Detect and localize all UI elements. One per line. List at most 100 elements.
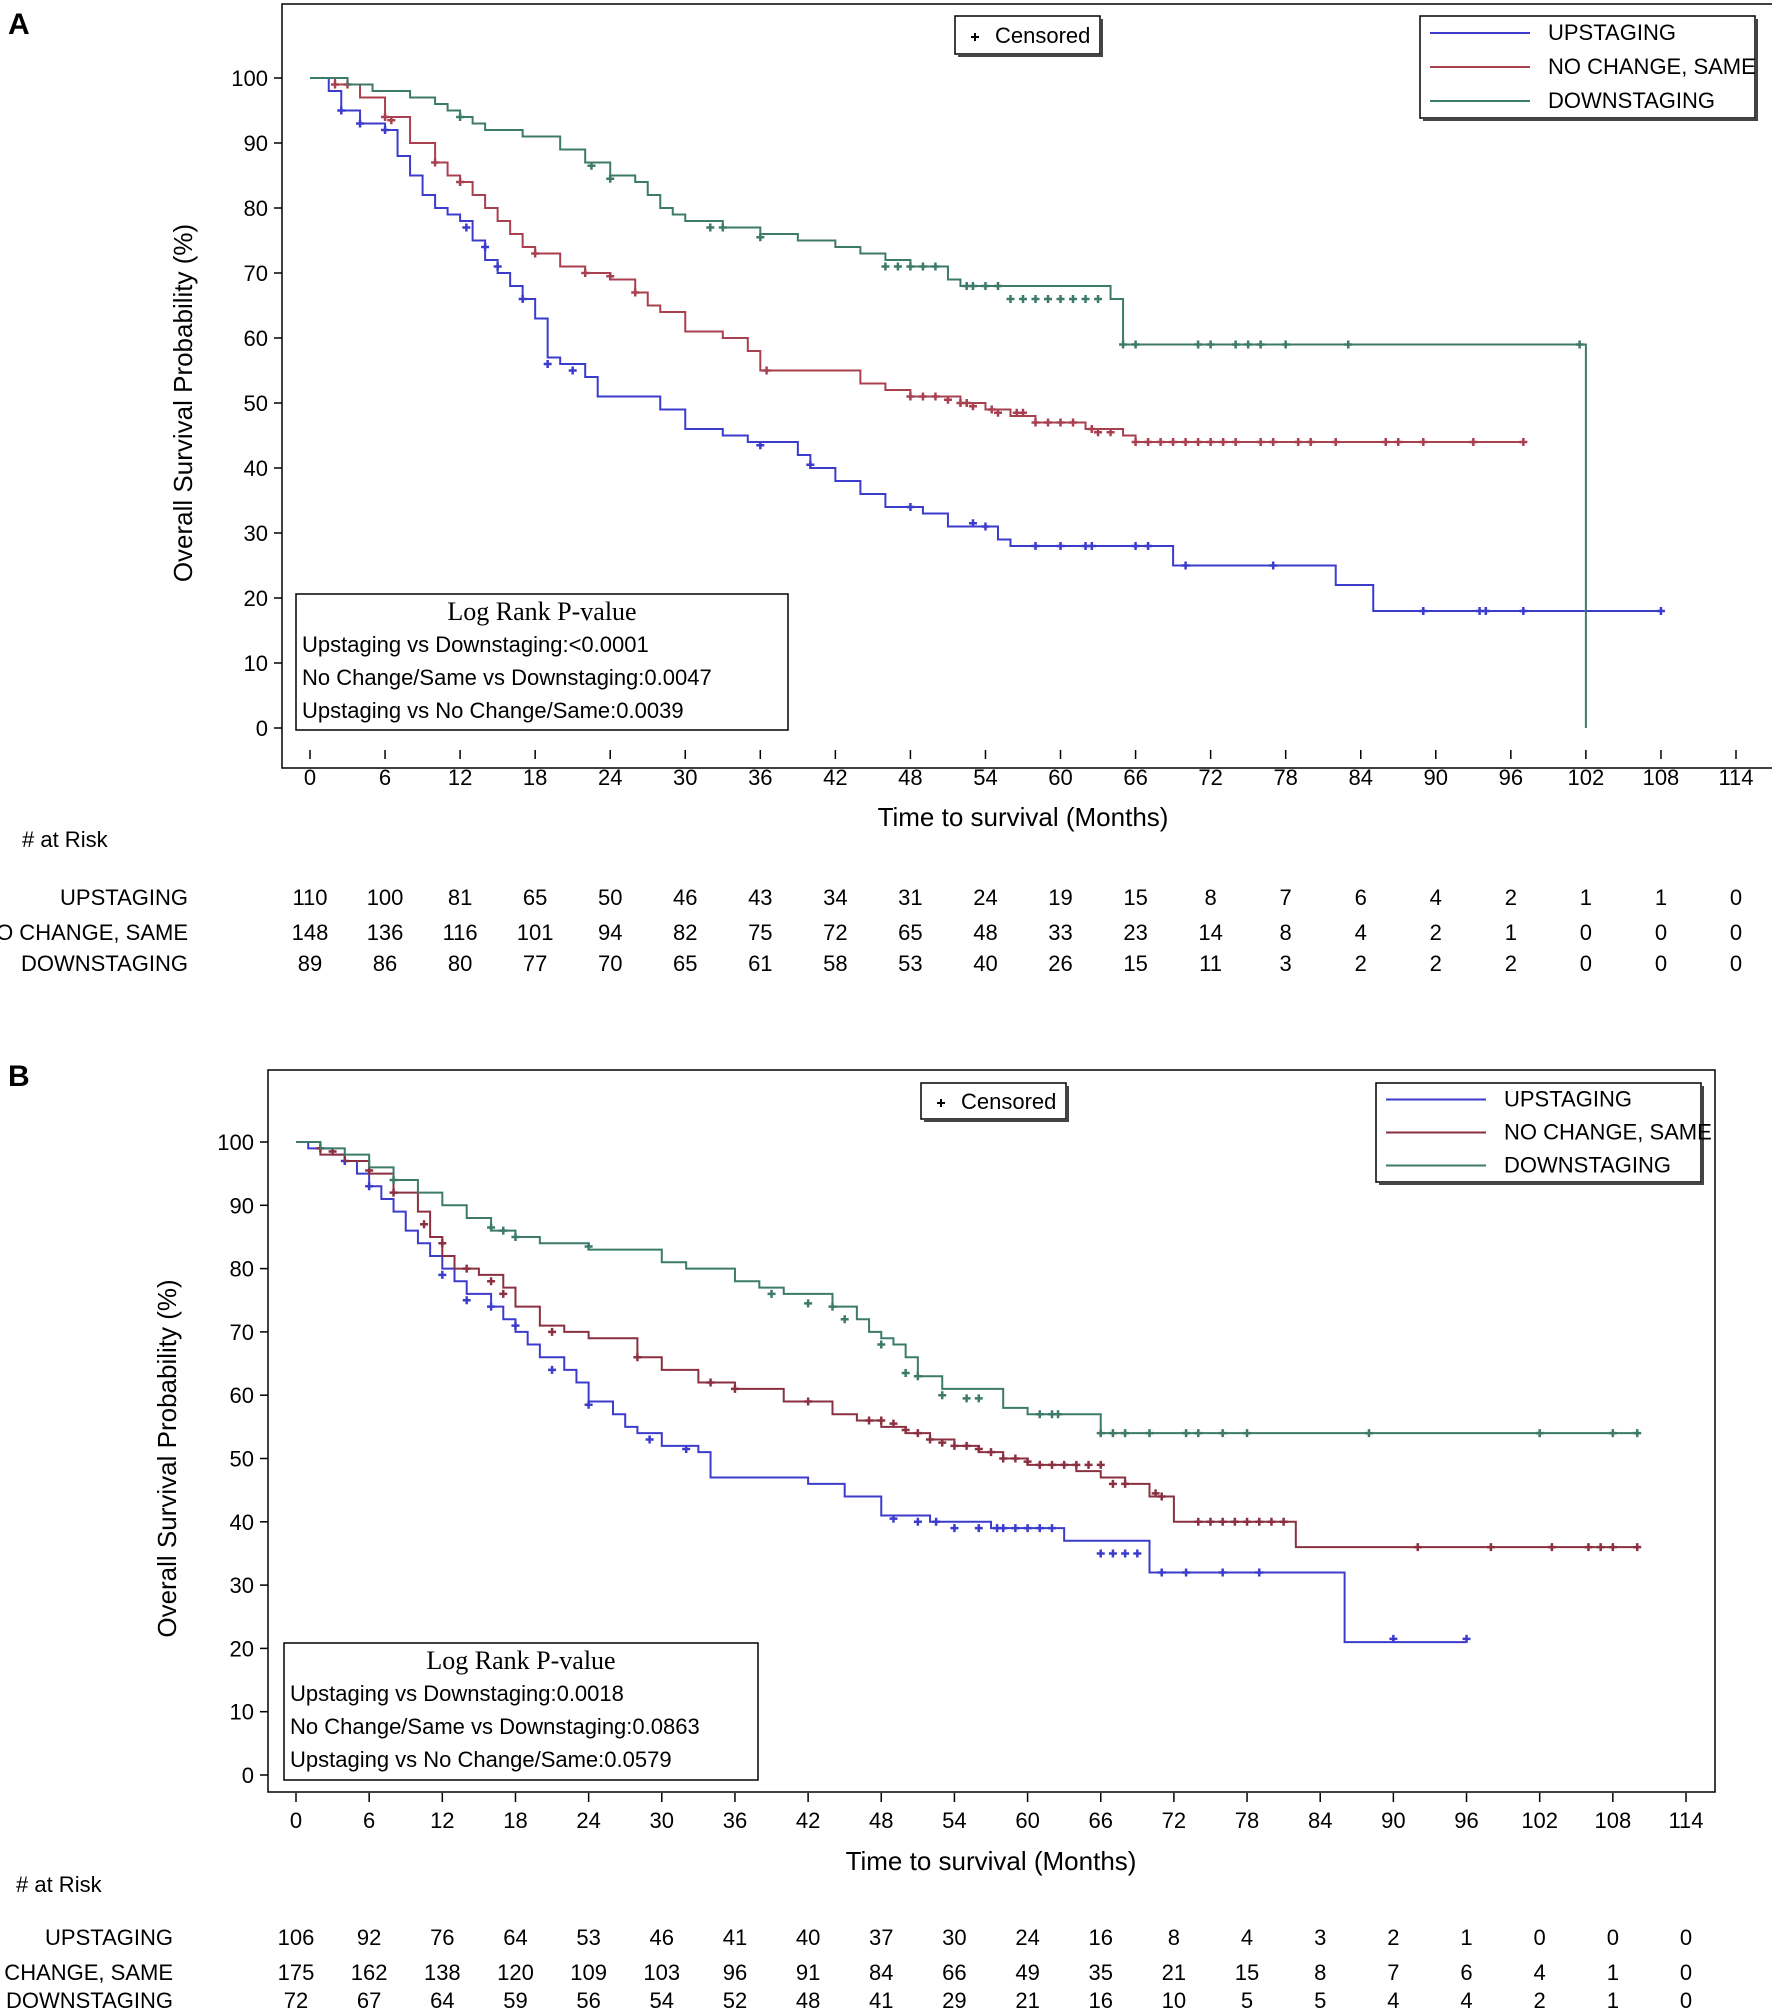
censor-mark [381,113,390,121]
censor-mark [1096,1549,1105,1558]
at-risk-value: 8 [1205,885,1217,910]
censor-mark [1608,1429,1617,1438]
censor-mark [1596,1543,1605,1552]
censor-mark [1206,1517,1215,1526]
censor-mark [1087,425,1096,433]
series-no-change-same [296,1141,1642,1552]
censor-mark [631,288,640,297]
censor-mark [1182,1568,1191,1577]
at-risk-value: 0 [1655,951,1667,976]
censor-mark [993,282,1002,290]
censor-mark [1094,295,1103,303]
censor-mark [1633,1543,1642,1552]
censor-mark [487,1277,496,1286]
at-risk-value: 34 [823,885,847,910]
censor-mark [1519,607,1528,615]
log-rank-line: Upstaging vs No Change/Same:0.0579 [290,1747,672,1772]
censor-mark [806,460,815,469]
at-risk-value: 3 [1280,951,1292,976]
x-tick-label: 48 [869,1808,893,1833]
censor-mark [1060,1460,1069,1469]
censor-mark [968,402,977,411]
censor-mark [828,1302,837,1311]
censor-mark [931,262,940,271]
log-rank-line: Upstaging vs No Change/Same:0.0039 [302,698,684,723]
at-risk-value: 0 [1680,1925,1692,1950]
x-tick-label: 60 [1015,1808,1039,1833]
at-risk-value: 8 [1280,920,1292,945]
censor-mark [913,1372,922,1381]
censor-mark [1306,438,1315,446]
censor-mark [1056,418,1065,427]
censor-mark [1087,542,1096,550]
x-tick-label: 72 [1162,1808,1186,1833]
censor-mark [1218,1429,1227,1438]
x-axis: 0 6 12 18 24 30 36 42 48 54 60 66 72 78 84 90 96 102 108 11… [290,1793,1704,1833]
censor-mark [1072,1460,1081,1469]
at-risk-value: 0 [1680,1988,1692,2013]
at-risk-value: 14 [1198,920,1222,945]
censor-mark [1069,418,1078,427]
at-risk-value: 0 [1680,1960,1692,1985]
censor-mark [1331,438,1340,446]
censor-mark [438,1239,447,1248]
at-risk-value: 56 [576,1988,600,2013]
censor-mark [1194,340,1203,349]
censor-mark [1243,1517,1252,1526]
series-legend: UPSTAGING NO CHANGE, SAME DOWNSTAGING [1375,1082,1712,1185]
at-risk-value: 2 [1505,951,1517,976]
x-tick-label: 90 [1424,765,1448,790]
at-risk-value: 148 [292,920,329,945]
at-risk-value: 1 [1460,1925,1472,1950]
x-tick-label: 114 [1668,1808,1703,1833]
x-tick-label: 108 [1594,1808,1631,1833]
censor-mark [1047,1524,1056,1533]
censor-mark [456,113,465,121]
at-risk-value: 86 [373,951,397,976]
censor-mark [913,1517,922,1526]
legend-shadow [1423,118,1758,121]
x-tick-label: 96 [1499,765,1523,790]
at-risk-header: # at Risk [22,827,109,852]
at-risk-value: 64 [430,1988,454,2013]
legend-shadow [1755,19,1758,121]
y-tick-label: 30 [230,1573,254,1598]
at-risk-value: 15 [1235,1960,1259,1985]
censor-mark [584,1400,593,1409]
at-risk-value: 0 [1580,920,1592,945]
at-risk-value: 162 [351,1960,388,1985]
at-risk-value: 2 [1505,885,1517,910]
censor-mark [974,1524,983,1533]
censor-mark [1069,295,1078,303]
at-risk-value: 53 [576,1925,600,1950]
at-risk-value: 94 [598,920,622,945]
at-risk-value: 16 [1088,1925,1112,1950]
at-risk-value: 6 [1355,885,1367,910]
censor-mark [1244,340,1253,349]
x-tick-label: 42 [823,765,847,790]
censor-mark [877,1340,886,1349]
censor-mark [1151,1489,1160,1498]
censor-mark [581,269,590,277]
censor-mark [1389,1634,1398,1643]
censor-mark [1394,438,1403,446]
censor-mark [1256,340,1265,349]
y-axis: 0 10 20 30 40 50 60 70 80 90 100 [217,1130,268,1788]
legend-label: DOWNSTAGING [1548,88,1715,113]
series-downstaging [296,1141,1642,1438]
censor-mark [1031,418,1040,427]
censor-mark [1157,1568,1166,1577]
censor-mark [1281,340,1290,349]
at-risk-row-label: UPSTAGING [45,1925,173,1950]
censor-mark [1381,438,1390,446]
censor-mark [1535,1429,1544,1438]
y-tick-label: 100 [217,1130,254,1155]
censor-mark [1194,438,1203,446]
censor-mark [1486,1543,1495,1552]
legend-shadow [1701,1086,1704,1185]
at-risk-value: 0 [1607,1925,1619,1950]
x-tick-label: 54 [942,1808,966,1833]
at-risk-value: 0 [1534,1925,1546,1950]
legend-label: NO CHANGE, SAME [1548,54,1756,79]
